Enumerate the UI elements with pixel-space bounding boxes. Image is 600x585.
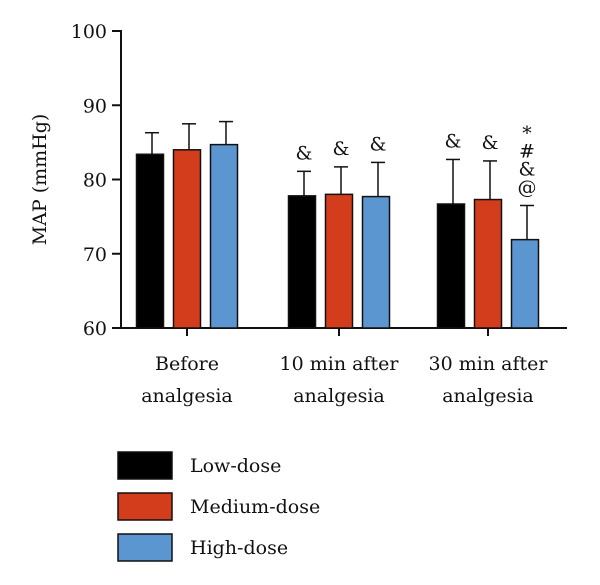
significance-marker: & [482,132,499,154]
bar-high-dose-1 [361,195,391,329]
y-tick-label: 80 [83,170,107,192]
bars [135,143,540,329]
significance-marker: & [333,138,350,160]
significance-marker: & [296,142,313,164]
significance-marker: & [445,130,462,152]
significance-marker: & [519,158,536,180]
y-tick-label: 100 [71,21,107,43]
y-axis-label: MAP (mmHg) [29,114,51,246]
legend-label: Medium-dose [190,496,320,518]
significance-marker: & [370,133,387,155]
bar-low-dose-0 [135,153,165,329]
x-category-label: analgesia [442,385,534,407]
significance-markers: &&& &&@&#* [296,122,537,198]
legend-label: High-dose [190,537,288,559]
bar-medium-dose-2 [473,198,503,329]
legend-label: Low-dose [190,455,281,477]
x-category-label: 30 min after [429,353,549,375]
legend: Low-dose Medium-dose High-dose [117,451,320,562]
error-bars [145,120,534,240]
x-category-label: Before [155,353,219,375]
x-category-label: analgesia [293,385,385,407]
bar-low-dose-1 [287,195,317,329]
bar-high-dose-2 [510,238,540,329]
x-ticks: Before analgesia 10 min after analgesia 30 m… [141,328,548,407]
x-category-label: 10 min after [280,353,400,375]
legend-swatch [117,492,173,521]
y-tick-label: 60 [83,318,107,340]
bar-high-dose-0 [209,143,239,329]
significance-marker: @ [518,176,537,198]
legend-swatch [117,533,173,562]
x-category-label: analgesia [141,385,233,407]
y-tick-label: 90 [83,95,107,117]
legend-swatch [117,451,173,480]
bar-low-dose-2 [436,203,466,329]
y-tick-label: 70 [83,244,107,266]
significance-marker: # [519,140,535,162]
significance-marker: * [522,122,532,144]
bar-medium-dose-0 [172,149,202,329]
y-ticks: 60 70 80 90 100 [71,21,121,340]
bar-medium-dose-1 [324,193,354,329]
